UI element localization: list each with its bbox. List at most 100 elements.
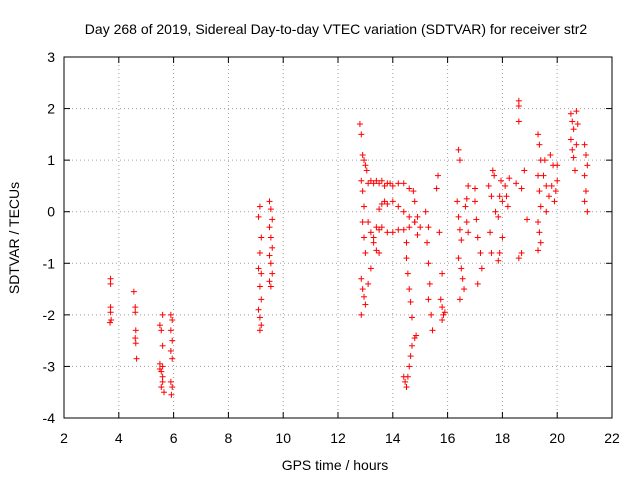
data-point [474,280,481,287]
data-point [499,198,506,205]
y-tick-label: -3 [43,358,56,374]
data-point [376,226,383,233]
data-point [133,355,140,362]
data-point [158,368,165,375]
data-point [378,200,385,207]
data-point [404,373,411,380]
grid-lines [64,57,612,418]
data-point [378,177,385,184]
data-point [570,154,577,161]
data-point [436,229,443,236]
y-axis-label: SDTVAR / TECUs [6,182,22,294]
data-point [167,311,174,318]
data-point [543,208,550,215]
data-point [156,322,163,329]
data-point [570,126,577,133]
data-point [266,224,273,231]
data-point [439,317,446,324]
data-point [437,296,444,303]
data-point [258,322,265,329]
data-point [540,172,547,179]
data-point [458,237,465,244]
data-point [266,252,273,259]
x-tick-labels: 2 4 6 8 10 12 14 16 18 20 22 [60,430,620,446]
data-point [169,337,176,344]
data-point [381,198,388,205]
data-point [473,216,480,223]
y-tick-label: 3 [47,49,55,65]
data-point [269,244,276,251]
x-tick-label: 12 [330,430,346,446]
data-point [363,167,370,174]
data-point [414,231,421,238]
data-point [410,188,417,195]
data-point [537,203,544,210]
data-point [492,208,499,215]
data-point [537,239,544,246]
data-point [400,180,407,187]
data-point [267,283,274,290]
data-point [255,306,262,313]
data-point [373,224,380,231]
data-point [389,182,396,189]
data-point [356,121,363,128]
data-point [543,182,550,189]
data-point [107,309,114,316]
data-point [411,198,418,205]
data-point [169,355,176,362]
data-point [367,229,374,236]
data-point [463,219,470,226]
data-point [156,360,163,367]
data-point [584,162,591,169]
x-tick-label: 4 [115,430,123,446]
x-tick-label: 2 [60,430,68,446]
data-point [407,353,414,360]
data-point [358,177,365,184]
data-point [132,309,139,316]
data-point [487,229,494,236]
data-point [376,206,383,213]
data-point [462,203,469,210]
data-point [515,102,522,109]
data-point [359,286,366,293]
data-point [425,296,432,303]
data-point [581,198,588,205]
data-point [359,219,366,226]
data-point [267,234,274,241]
data-point [107,304,114,311]
data-point [491,172,498,179]
data-point [455,146,462,153]
data-point [376,180,383,187]
data-point [168,391,175,398]
data-point [358,275,365,282]
data-point [359,188,366,195]
data-point [361,203,368,210]
data-point [169,384,176,391]
data-point [370,234,377,241]
data-point [358,131,365,138]
y-tick-label: 1 [47,152,55,168]
data-point [581,141,588,148]
data-point [384,200,391,207]
plot-frame [63,56,613,419]
data-point [554,177,561,184]
data-point [408,342,415,349]
data-point [552,188,559,195]
y-tick-label: -1 [43,255,56,271]
data-point [167,378,174,385]
data-point [567,136,574,143]
data-point [524,216,531,223]
data-point [389,198,396,205]
data-point [541,157,548,164]
data-point [440,311,447,318]
data-point [435,172,442,179]
data-point [459,275,466,282]
data-point [536,229,543,236]
data-point [400,226,407,233]
data-point [159,311,166,318]
data-point [167,327,174,334]
data-point [515,255,522,262]
data-point [411,335,418,342]
